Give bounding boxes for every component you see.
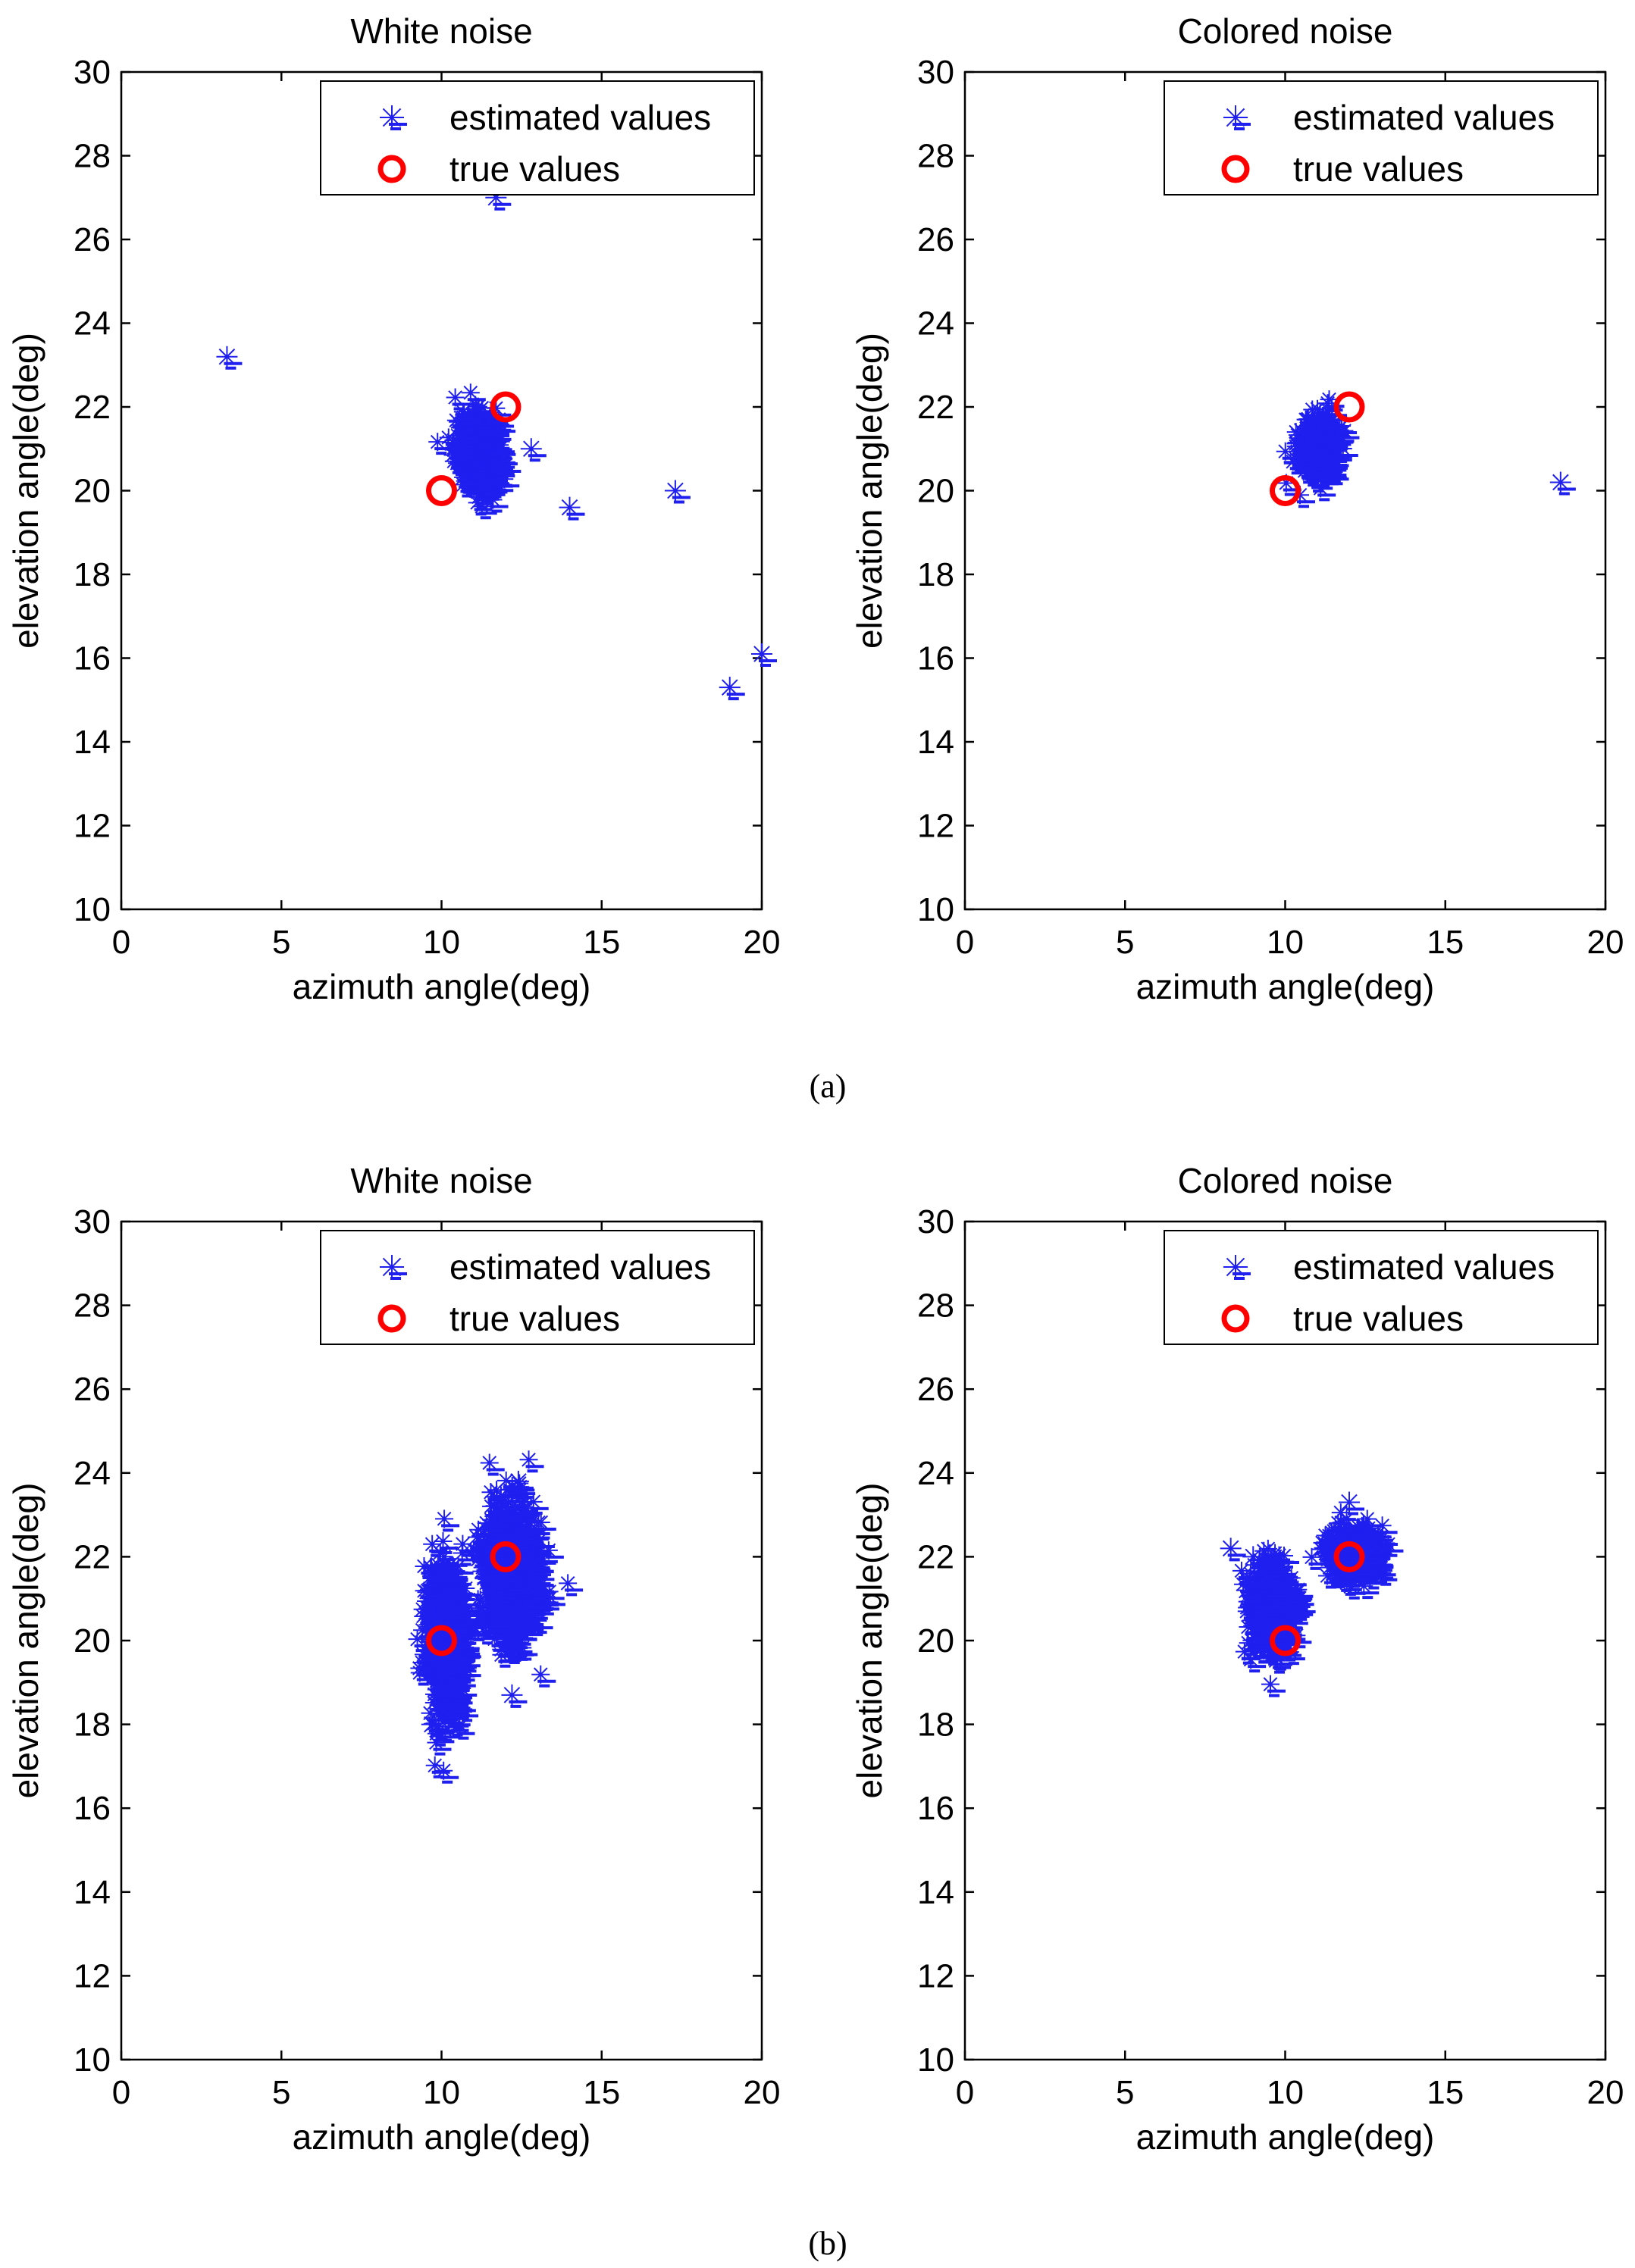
x-tick-label: 10 — [423, 924, 460, 961]
y-tick-label: 24 — [74, 1455, 111, 1492]
estimated-point-glyph — [461, 383, 480, 402]
y-tick-label: 24 — [74, 305, 111, 343]
x-tick-label: 15 — [583, 924, 620, 961]
x-tick-label: 5 — [272, 2074, 290, 2111]
x-tick-label: 10 — [1267, 924, 1304, 961]
y-tick-label: 10 — [917, 891, 954, 928]
estimated-point-trail — [478, 511, 497, 520]
y-tick-label: 14 — [917, 724, 954, 761]
legend-marker-estimated-glyph — [380, 105, 404, 130]
estimated-point-glyph — [469, 487, 488, 506]
x-axis-label: azimuth angle(deg) — [293, 2117, 591, 2157]
y-tick-label: 16 — [74, 640, 111, 677]
legend-label-true: true values — [1293, 149, 1464, 189]
x-tick-label: 20 — [744, 2074, 781, 2111]
y-tick-label: 10 — [74, 891, 111, 928]
estimated-point-trail — [490, 505, 509, 513]
y-axis-label: elevation angle(deg) — [850, 333, 889, 649]
y-tick-label: 26 — [917, 221, 954, 258]
x-axis-label: azimuth angle(deg) — [1136, 967, 1435, 1006]
y-tick-label: 10 — [74, 2041, 111, 2079]
y-tick-label: 30 — [74, 1203, 111, 1240]
estimated-point — [472, 497, 497, 520]
y-tick-label: 22 — [74, 1538, 111, 1575]
y-tick-label: 18 — [74, 556, 111, 593]
y-tick-label: 26 — [74, 1371, 111, 1408]
y-tick-label: 14 — [74, 724, 111, 761]
y-tick-label: 16 — [917, 640, 954, 677]
x-tick-label: 15 — [583, 2074, 620, 2111]
chart-title: White noise — [350, 1161, 532, 1200]
legend-label-estimated: estimated values — [1293, 98, 1555, 137]
legend: estimated values true values — [1164, 80, 1599, 196]
x-tick-label: 0 — [112, 2074, 130, 2111]
y-tick-label: 28 — [74, 1287, 111, 1325]
estimated-point-glyph — [467, 400, 486, 419]
estimated-point-trail — [467, 398, 486, 406]
x-axis-label: azimuth angle(deg) — [293, 967, 591, 1006]
y-tick-label: 12 — [74, 808, 111, 845]
y-tick-label: 26 — [74, 221, 111, 258]
y-tick-label: 28 — [74, 138, 111, 175]
y-tick-label: 12 — [74, 1957, 111, 1994]
y-axis-label: elevation angle(deg) — [6, 1483, 45, 1799]
legend-marker-estimated-glyph — [1223, 105, 1248, 130]
estimated-point-glyph — [472, 399, 491, 418]
x-tick-label: 0 — [956, 924, 974, 961]
legend: estimated values true values — [320, 80, 755, 196]
legend-label-true: true values — [449, 149, 620, 189]
y-tick-label: 24 — [917, 305, 954, 343]
estimated-point-trail — [434, 447, 453, 455]
chart-title: Colored noise — [1178, 11, 1393, 51]
chart-a-white-noise: 0 5 10 15 20 10 12 14 16 18 20 22 24 26 28 30 White nois… — [6, 11, 780, 1006]
y-tick-label: 18 — [917, 556, 954, 593]
y-tick-label: 18 — [74, 1706, 111, 1744]
y-tick-label: 28 — [917, 138, 954, 175]
chart-title: White noise — [350, 11, 532, 51]
y-tick-label: 22 — [74, 389, 111, 426]
estimated-values-series — [216, 186, 777, 701]
x-tick-label: 20 — [744, 924, 781, 961]
legend-label-estimated: estimated values — [449, 98, 711, 137]
y-tick-label: 20 — [917, 473, 954, 510]
estimated-point-glyph — [428, 433, 447, 452]
x-tick-label: 5 — [1116, 924, 1134, 961]
x-tick-label: 20 — [1587, 924, 1624, 961]
y-tick-label: 30 — [74, 54, 111, 91]
estimated-point-glyph — [481, 411, 500, 430]
y-tick-label: 14 — [74, 1874, 111, 1911]
x-tick-label: 5 — [272, 924, 290, 961]
y-tick-label: 20 — [74, 1622, 111, 1660]
estimated-point-trail — [494, 484, 513, 493]
y-tick-label: 16 — [74, 1790, 111, 1827]
y-axis-label: elevation angle(deg) — [6, 333, 45, 649]
estimated-point — [461, 383, 486, 406]
y-tick-label: 12 — [917, 808, 954, 845]
x-tick-label: 10 — [423, 2074, 460, 2111]
y-tick-label: 22 — [917, 389, 954, 426]
y-tick-label: 30 — [917, 54, 954, 91]
x-tick-label: 0 — [112, 924, 130, 961]
x-tick-label: 15 — [1427, 924, 1464, 961]
estimated-point — [428, 433, 453, 455]
estimated-point-glyph — [472, 497, 491, 516]
y-tick-label: 20 — [74, 473, 111, 510]
